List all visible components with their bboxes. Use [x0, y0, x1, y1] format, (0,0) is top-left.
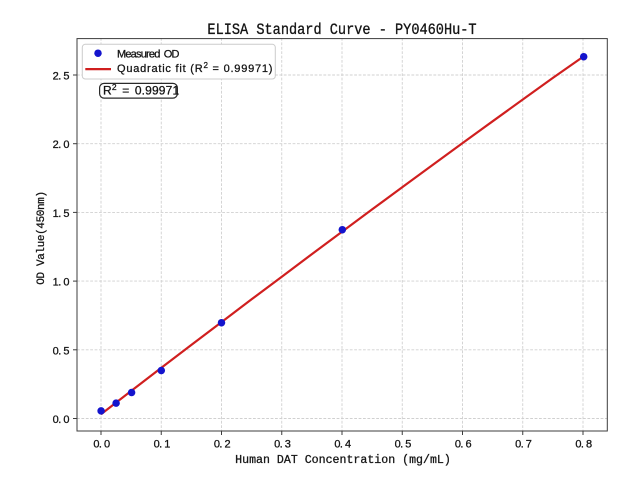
svg-text:0. 4: 0. 4: [334, 439, 351, 451]
svg-text:OD Value(450nm): OD Value(450nm): [36, 191, 48, 284]
svg-text:1. 5: 1. 5: [53, 208, 70, 220]
svg-text:2. 0: 2. 0: [53, 139, 70, 151]
svg-text:0. 6: 0. 6: [455, 439, 472, 451]
svg-text:0. 5: 0. 5: [395, 439, 412, 451]
svg-text:0. 0: 0. 0: [53, 414, 70, 426]
svg-text:0. 1: 0. 1: [154, 439, 171, 451]
svg-text:ELISA Standard Curve - PY0460H: ELISA Standard Curve - PY0460Hu-T: [207, 22, 476, 39]
svg-text:0. 0: 0. 0: [93, 439, 110, 451]
svg-text:Measured OD: Measured OD: [117, 48, 180, 60]
svg-text:1. 0: 1. 0: [53, 277, 70, 289]
svg-text:0. 7: 0. 7: [515, 439, 532, 451]
svg-text:0. 8: 0. 8: [575, 439, 592, 451]
svg-text:R2 = 0.99971: R2 = 0.99971: [103, 82, 179, 98]
svg-text:2. 5: 2. 5: [53, 71, 70, 83]
svg-text:0. 3: 0. 3: [274, 439, 291, 451]
svg-text:0. 2: 0. 2: [214, 439, 231, 451]
svg-text:Quadratic fit (R2 = 0.99971): Quadratic fit (R2 = 0.99971): [117, 61, 273, 75]
svg-text:0. 5: 0. 5: [53, 345, 70, 357]
svg-text:Human DAT Concentration (mg/mL: Human DAT Concentration (mg/mL): [235, 454, 451, 467]
